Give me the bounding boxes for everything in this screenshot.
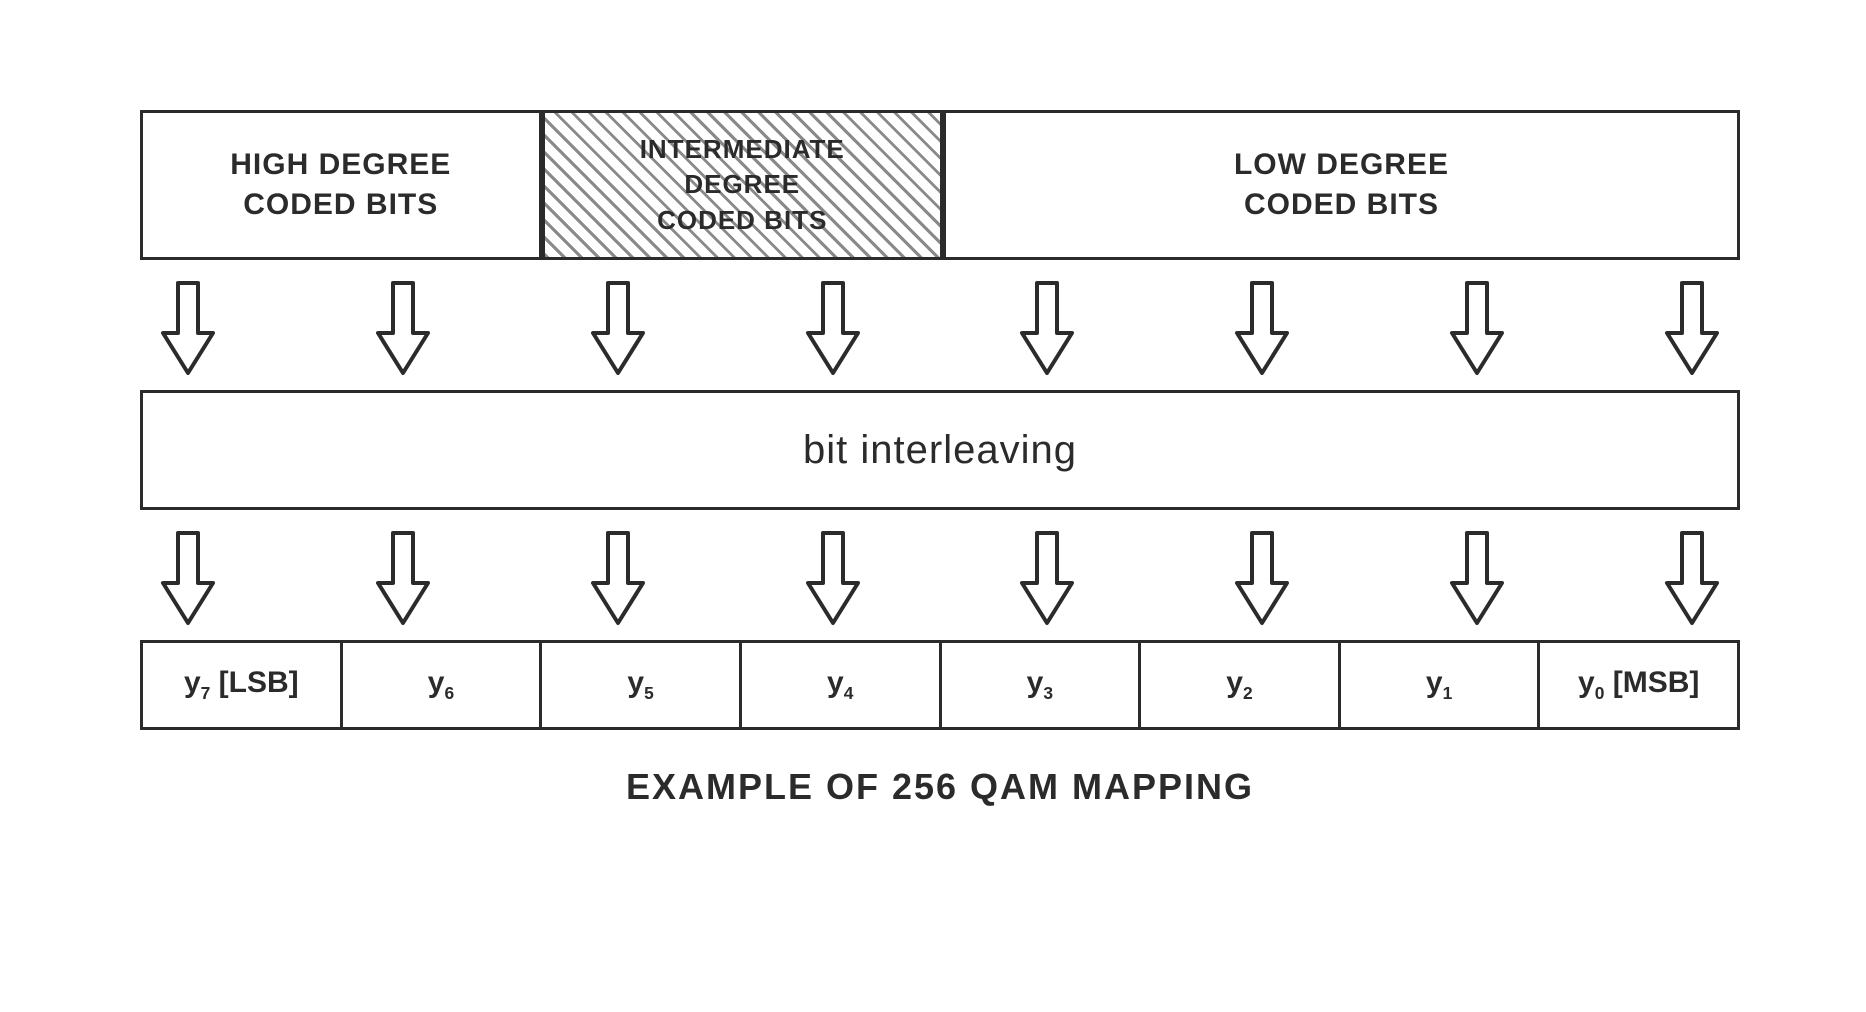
down-arrow-icon (588, 278, 648, 378)
coded-bits-section-1: INTERMEDIATE DEGREE CODED BITS (542, 110, 944, 260)
down-arrow-icon (158, 528, 218, 628)
arrow-row-bottom (140, 528, 1740, 628)
arrow-row-top (140, 278, 1740, 378)
output-bit-label: y3 (1027, 666, 1053, 704)
output-bits-row: y7 [LSB] y6 y5 y4 y3 y2 y1 y0 [MSB] (140, 640, 1740, 730)
down-arrow-icon (803, 528, 863, 628)
coded-bits-section-label: LOW DEGREE CODED BITS (1228, 141, 1455, 230)
down-arrow-icon (1017, 278, 1077, 378)
down-arrow-icon (1017, 528, 1077, 628)
figure-caption: EXAMPLE OF 256 QAM MAPPING (140, 766, 1740, 808)
down-arrow-icon (373, 278, 433, 378)
output-bit-cell-0: y7 [LSB] (143, 643, 343, 727)
output-bit-cell-5: y2 (1141, 643, 1341, 727)
output-bit-label: y4 (827, 666, 853, 704)
coded-bits-section-2: LOW DEGREE CODED BITS (943, 110, 1740, 260)
down-arrow-icon (1447, 528, 1507, 628)
down-arrow-icon (1232, 278, 1292, 378)
coded-bits-section-label: INTERMEDIATE DEGREE CODED BITS (634, 128, 851, 241)
output-bit-cell-4: y3 (942, 643, 1142, 727)
output-bit-cell-6: y1 (1341, 643, 1541, 727)
output-bit-cell-2: y5 (542, 643, 742, 727)
down-arrow-icon (588, 528, 648, 628)
output-bit-cell-1: y6 (343, 643, 543, 727)
down-arrow-icon (1447, 278, 1507, 378)
output-bit-label: y1 (1426, 666, 1452, 704)
down-arrow-icon (1662, 528, 1722, 628)
down-arrow-icon (803, 278, 863, 378)
output-bit-label: y0 [MSB] (1578, 666, 1699, 704)
bit-interleaving-label: bit interleaving (797, 419, 1083, 481)
bit-interleaving-box: bit interleaving (140, 390, 1740, 510)
output-bit-cell-3: y4 (742, 643, 942, 727)
output-bit-label: y6 (428, 666, 454, 704)
coded-bits-row: HIGH DEGREE CODED BITS INTERMEDIATE DEGRE… (140, 110, 1740, 260)
coded-bits-section-0: HIGH DEGREE CODED BITS (140, 110, 542, 260)
down-arrow-icon (373, 528, 433, 628)
down-arrow-icon (1232, 528, 1292, 628)
down-arrow-icon (1662, 278, 1722, 378)
output-bit-label: y5 (627, 666, 653, 704)
down-arrow-icon (158, 278, 218, 378)
output-bit-cell-7: y0 [MSB] (1540, 643, 1737, 727)
output-bit-label: y2 (1226, 666, 1252, 704)
coded-bits-section-label: HIGH DEGREE CODED BITS (224, 141, 457, 230)
output-bit-label: y7 [LSB] (184, 666, 299, 704)
